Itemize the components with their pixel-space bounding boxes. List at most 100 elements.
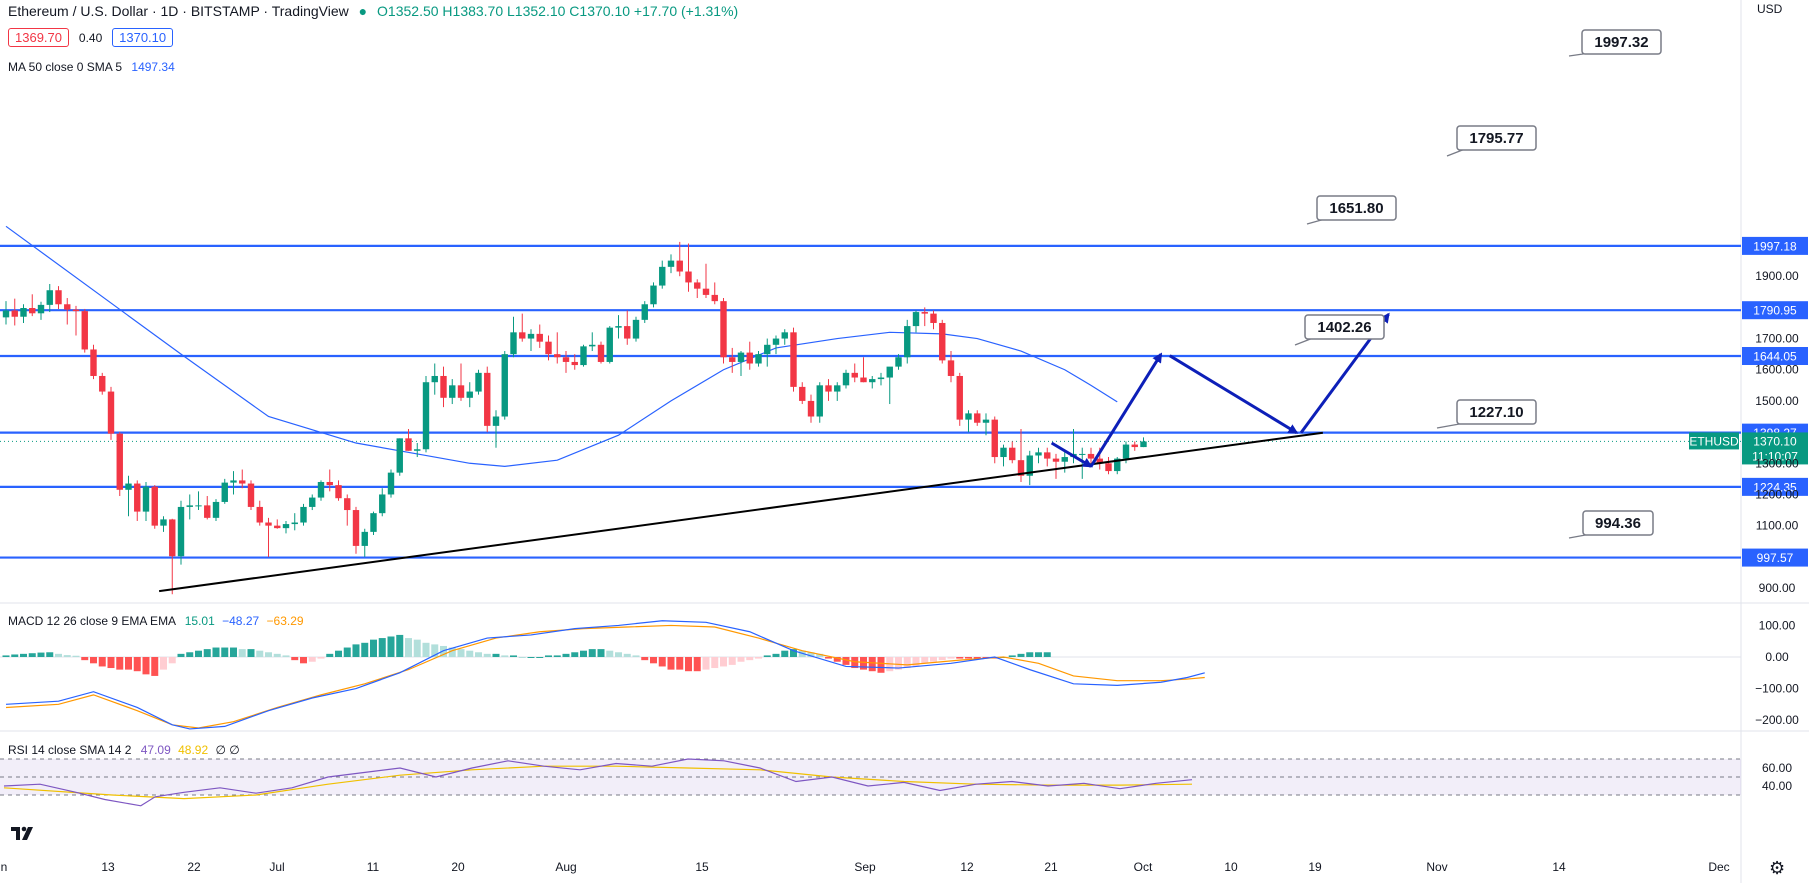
macd-histogram-bar bbox=[868, 657, 876, 672]
candle-body bbox=[939, 322, 946, 361]
candle-body bbox=[72, 309, 80, 312]
candle-body bbox=[1105, 463, 1112, 472]
rsi-legend[interactable]: RSI 14 close SMA 14 2 47.09 48.92 ∅ ∅ bbox=[8, 743, 240, 757]
ask-price[interactable]: 1370.10 bbox=[112, 28, 174, 47]
candle-body bbox=[729, 357, 736, 362]
macd-histogram-bar bbox=[693, 657, 701, 672]
candle bbox=[20, 304, 27, 323]
macd-histogram-bar bbox=[702, 657, 710, 670]
candle-body bbox=[1140, 441, 1147, 448]
callout-label: 1402.26 bbox=[1317, 319, 1371, 336]
candle-body bbox=[536, 333, 543, 342]
candle-body bbox=[492, 416, 500, 426]
macd-histogram-bar bbox=[343, 647, 351, 657]
candle-body bbox=[247, 483, 255, 507]
macd-histogram-bar bbox=[282, 655, 290, 657]
ma-legend[interactable]: MA 50 close 0 SMA 5 1497.34 bbox=[8, 60, 175, 74]
macd-label: MACD 12 26 close 9 EMA EMA bbox=[8, 614, 176, 628]
candle-body bbox=[825, 385, 832, 392]
rsi-pane: 60.00 40.00 bbox=[0, 758, 1792, 807]
level-price-label: 1224.35 bbox=[1753, 480, 1797, 494]
candle bbox=[431, 363, 438, 395]
macd-histogram-bar bbox=[658, 657, 666, 667]
candle-body bbox=[895, 357, 902, 367]
macd-histogram-bar bbox=[28, 653, 36, 657]
candle bbox=[247, 480, 255, 511]
macd-histogram-bar bbox=[755, 657, 762, 659]
candle-body bbox=[764, 344, 771, 355]
time-axis-label: 14 bbox=[1552, 860, 1566, 874]
settings-gear-icon[interactable]: ⚙ bbox=[1769, 858, 1786, 878]
macd-histogram-bar bbox=[168, 657, 176, 664]
candle bbox=[842, 369, 850, 389]
candle-body bbox=[282, 524, 290, 529]
candle bbox=[685, 243, 692, 292]
candle-body bbox=[125, 483, 132, 490]
candle bbox=[475, 369, 482, 395]
macd-histogram-bar bbox=[63, 655, 71, 657]
time-axis-label: 12 bbox=[960, 860, 974, 874]
candle bbox=[81, 308, 88, 353]
candle-body bbox=[317, 481, 325, 498]
macd-histogram-bar bbox=[177, 653, 185, 657]
macd-histogram-bar bbox=[186, 652, 194, 657]
macd-histogram-bar bbox=[2, 655, 10, 657]
candle bbox=[239, 469, 246, 489]
candle-body bbox=[1087, 453, 1095, 459]
macd-histogram-bar bbox=[501, 655, 509, 657]
candle bbox=[877, 372, 885, 386]
candle bbox=[291, 513, 298, 531]
tradingview-logo-icon[interactable] bbox=[6, 818, 40, 846]
macd-value-3: −63.29 bbox=[266, 614, 304, 628]
candle-body bbox=[221, 482, 228, 502]
macd-legend[interactable]: MACD 12 26 close 9 EMA EMA 15.01 −48.27 … bbox=[8, 614, 304, 628]
macd-histogram-bar bbox=[448, 647, 456, 657]
time-axis-label: Nov bbox=[1426, 860, 1447, 874]
candle-body bbox=[422, 382, 430, 450]
candle-body bbox=[860, 377, 867, 383]
macd-histogram-bar bbox=[825, 657, 832, 659]
candle bbox=[72, 305, 80, 336]
candle bbox=[405, 428, 412, 451]
macd-histogram-bar bbox=[597, 649, 605, 657]
macd-histogram-bar bbox=[720, 657, 727, 667]
candle bbox=[142, 481, 150, 521]
macd-histogram-bar bbox=[378, 638, 386, 657]
macd-histogram-bar bbox=[772, 653, 780, 657]
macd-histogram-bar bbox=[300, 657, 307, 664]
macd-histogram-bar bbox=[580, 650, 587, 657]
candle-body bbox=[947, 360, 955, 376]
macd-histogram-bar bbox=[457, 649, 465, 657]
candle bbox=[1052, 453, 1060, 479]
candle bbox=[396, 438, 403, 476]
macd-histogram-bar bbox=[973, 657, 981, 659]
candle bbox=[1026, 450, 1033, 486]
candle-body bbox=[55, 290, 62, 305]
macd-histogram-bar bbox=[1043, 652, 1051, 657]
callout-label: 1651.80 bbox=[1329, 200, 1383, 217]
macd-histogram-bar bbox=[98, 657, 106, 667]
macd-histogram-bar bbox=[518, 657, 526, 658]
trendline bbox=[158, 431, 1324, 593]
candle-body bbox=[142, 486, 150, 512]
candle-body bbox=[746, 352, 753, 364]
candle bbox=[632, 316, 640, 342]
candle bbox=[230, 471, 237, 495]
macd-histogram-bar bbox=[947, 657, 955, 659]
candle bbox=[527, 329, 535, 352]
time-axis-label: Aug bbox=[555, 860, 576, 874]
ma-label: MA 50 close 0 SMA 5 bbox=[8, 60, 123, 74]
macd-histogram-bar bbox=[37, 652, 45, 657]
candles bbox=[2, 241, 1147, 595]
macd-signal-line bbox=[5, 624, 1205, 729]
bid-price[interactable]: 1369.70 bbox=[8, 28, 69, 47]
symbol-tag-label: ETHUSD bbox=[1689, 434, 1739, 448]
candle-body bbox=[624, 326, 631, 339]
candle-body bbox=[702, 288, 710, 295]
candle-body bbox=[676, 260, 683, 272]
candle bbox=[615, 315, 622, 339]
candle-body bbox=[1035, 452, 1042, 456]
candle bbox=[414, 443, 421, 458]
callouts: 1997.32 1795.77 1651.80 1402.26 1227.10 994.3… bbox=[1294, 29, 1662, 539]
